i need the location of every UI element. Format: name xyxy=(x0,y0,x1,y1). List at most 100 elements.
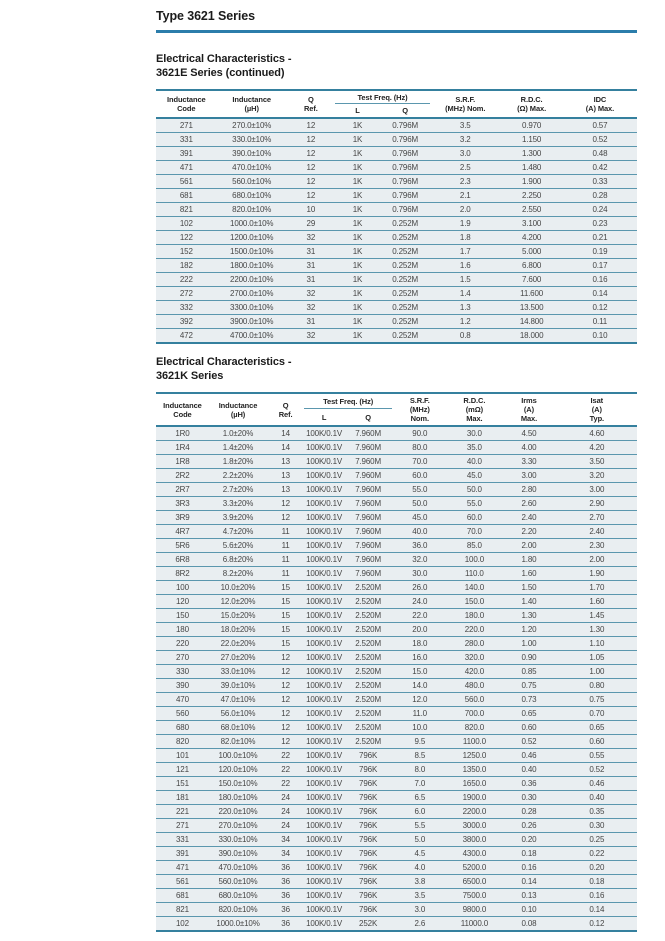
cell-isat: 2.40 xyxy=(556,524,637,539)
cell-srf: 60.0 xyxy=(392,468,448,483)
cell-isat: 1.00 xyxy=(556,664,637,679)
cell-test-freq-q: 796K xyxy=(344,888,393,903)
cell-rdc: 280.0 xyxy=(447,636,502,651)
column-header-idc: IDC (A) Max. xyxy=(562,90,637,119)
cell-irms: 4.50 xyxy=(501,426,557,441)
cell-inductance-uh: 2200.0±10% xyxy=(216,272,287,287)
cell-isat: 0.40 xyxy=(556,790,637,805)
cell-srf: 8.0 xyxy=(392,762,448,777)
cell-q-ref: 12 xyxy=(267,734,305,749)
cell-isat: 2.90 xyxy=(556,496,637,511)
cell-test-freq-q: 7.960M xyxy=(344,496,393,511)
cell-isat: 1.90 xyxy=(556,566,637,581)
cell-rdc: 4.200 xyxy=(500,230,563,245)
cell-test-freq-l: 100K/0.1V xyxy=(304,580,345,595)
cell-idc: 0.16 xyxy=(562,272,637,287)
cell-srf: 18.0 xyxy=(392,636,448,651)
cell-idc: 0.28 xyxy=(562,188,637,203)
cell-q-ref: 22 xyxy=(267,748,305,763)
table-row: 680 68.0±10% 12 100K/0.1V 2.520M 10.0 820.0 0.6… xyxy=(156,720,637,735)
cell-inductance-uh: 39.0±10% xyxy=(208,678,268,693)
table-row: 100 10.0±20% 15 100K/0.1V 2.520M 26.0 140.0 1.5… xyxy=(156,580,637,595)
cell-q-ref: 31 xyxy=(286,272,335,287)
cell-test-freq-q: 7.960M xyxy=(344,482,393,497)
cell-test-freq-l: 1K xyxy=(334,314,381,329)
cell-irms: 0.14 xyxy=(501,874,557,889)
cell-test-freq-l: 100K/0.1V xyxy=(304,664,345,679)
data-table: Inductance Code Inductance (µH) Q Ref. Test Fr… xyxy=(156,89,637,344)
cell-test-freq-q: 796K xyxy=(344,902,393,917)
cell-idc: 0.14 xyxy=(562,286,637,301)
cell-inductance-code: 330 xyxy=(156,664,209,679)
cell-srf: 40.0 xyxy=(392,524,448,539)
cell-test-freq-l: 100K/0.1V xyxy=(304,524,345,539)
cell-irms: 1.20 xyxy=(501,622,557,637)
cell-inductance-code: 6R8 xyxy=(156,552,209,567)
cell-test-freq-l: 100K/0.1V xyxy=(304,594,345,609)
cell-inductance-uh: 2.7±20% xyxy=(208,482,268,497)
table-row: 821 820.0±10% 36 100K/0.1V 796K 3.0 9800.0 0.10… xyxy=(156,902,637,917)
table-row: 330 33.0±10% 12 100K/0.1V 2.520M 15.0 420.0 0.8… xyxy=(156,664,637,679)
cell-q-ref: 31 xyxy=(286,314,335,329)
column-header-rdc: R.D.C. (Ω) Max. xyxy=(500,90,563,119)
cell-test-freq-l: 1K xyxy=(334,118,381,133)
table-row: 1R4 1.4±20% 14 100K/0.1V 7.960M 80.0 35.0 4.00 4… xyxy=(156,440,637,455)
cell-q-ref: 15 xyxy=(267,580,305,595)
cell-test-freq-q: 7.960M xyxy=(344,538,393,553)
cell-isat: 1.70 xyxy=(556,580,637,595)
table-row: 2R7 2.7±20% 13 100K/0.1V 7.960M 55.0 50.0 2.80 3… xyxy=(156,482,637,497)
column-header-inductance-code: Inductance Code xyxy=(156,90,217,119)
cell-srf: 2.1 xyxy=(430,188,501,203)
cell-isat: 0.70 xyxy=(556,706,637,721)
cell-rdc: 700.0 xyxy=(447,706,502,721)
cell-rdc: 1650.0 xyxy=(447,776,502,791)
cell-rdc: 480.0 xyxy=(447,678,502,693)
cell-isat: 0.30 xyxy=(556,818,637,833)
cell-inductance-uh: 1500.0±10% xyxy=(216,244,287,259)
cell-test-freq-l: 100K/0.1V xyxy=(304,440,345,455)
cell-test-freq-l: 100K/0.1V xyxy=(304,860,345,875)
table-row: 120 12.0±20% 15 100K/0.1V 2.520M 24.0 150.0 1.4… xyxy=(156,594,637,609)
cell-irms: 0.60 xyxy=(501,720,557,735)
cell-isat: 0.25 xyxy=(556,832,637,847)
cell-test-freq-l: 100K/0.1V xyxy=(304,902,345,917)
cell-test-freq-q: 796K xyxy=(344,818,393,833)
cell-rdc: 560.0 xyxy=(447,692,502,707)
cell-test-freq-l: 100K/0.1V xyxy=(304,832,345,847)
cell-test-freq-q: 2.520M xyxy=(344,580,393,595)
cell-q-ref: 11 xyxy=(267,552,305,567)
cell-inductance-code: 150 xyxy=(156,608,209,623)
cell-test-freq-q: 2.520M xyxy=(344,636,393,651)
cell-isat: 3.20 xyxy=(556,468,637,483)
cell-isat: 0.18 xyxy=(556,874,637,889)
cell-test-freq-l: 100K/0.1V xyxy=(304,692,345,707)
cell-inductance-uh: 390.0±10% xyxy=(216,146,287,161)
cell-irms: 0.08 xyxy=(501,916,557,932)
cell-inductance-uh: 15.0±20% xyxy=(208,608,268,623)
cell-q-ref: 12 xyxy=(267,692,305,707)
cell-q-ref: 36 xyxy=(267,902,305,917)
cell-srf: 80.0 xyxy=(392,440,448,455)
cell-idc: 0.17 xyxy=(562,258,637,273)
cell-inductance-code: 471 xyxy=(156,860,209,875)
table-row: 331 330.0±10% 34 100K/0.1V 796K 5.0 3800.0 0.20… xyxy=(156,832,637,847)
cell-srf: 2.5 xyxy=(430,160,501,175)
cell-inductance-uh: 100.0±10% xyxy=(208,748,268,763)
cell-inductance-uh: 4.7±20% xyxy=(208,524,268,539)
cell-q-ref: 13 xyxy=(267,468,305,483)
cell-rdc: 7.600 xyxy=(500,272,563,287)
cell-rdc: 18.000 xyxy=(500,328,563,344)
cell-rdc: 180.0 xyxy=(447,608,502,623)
cell-isat: 0.12 xyxy=(556,916,637,932)
cell-inductance-code: 471 xyxy=(156,160,217,175)
cell-irms: 0.75 xyxy=(501,678,557,693)
cell-irms: 0.30 xyxy=(501,790,557,805)
cell-inductance-uh: 33.0±10% xyxy=(208,664,268,679)
cell-idc: 0.33 xyxy=(562,174,637,189)
cell-inductance-code: 821 xyxy=(156,902,209,917)
data-table: Inductance Code Inductance (µH) Q Ref. Test Fr… xyxy=(156,392,637,932)
cell-srf: 8.5 xyxy=(392,748,448,763)
cell-test-freq-q: 7.960M xyxy=(344,454,393,469)
